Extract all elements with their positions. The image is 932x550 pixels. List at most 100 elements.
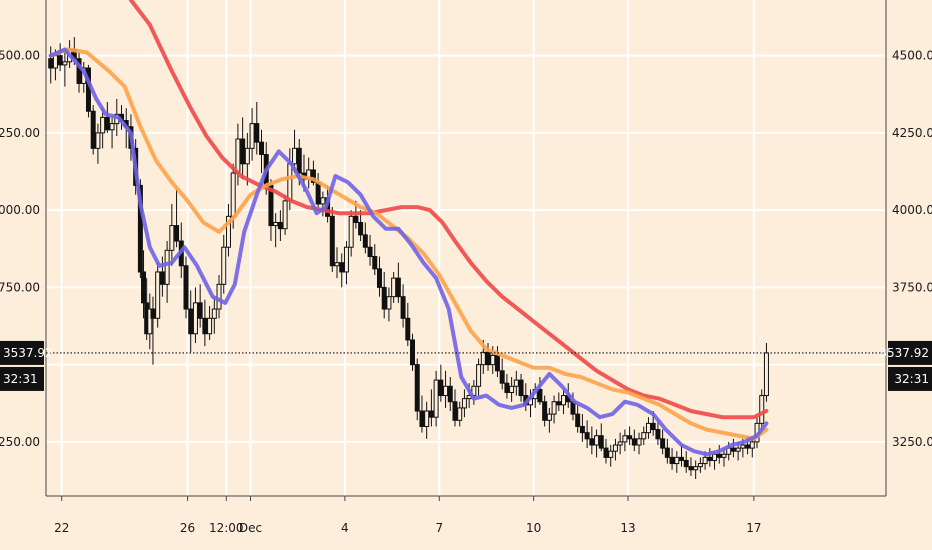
candle-body <box>683 459 689 468</box>
right-countdown-text: 32:31 <box>894 372 929 386</box>
candle-body <box>631 438 637 446</box>
candle-body <box>254 123 260 143</box>
candle <box>405 302 411 347</box>
candle <box>183 256 189 319</box>
candle <box>461 389 467 418</box>
y-tick-label: 4000.00 <box>892 203 932 217</box>
candle-body <box>693 466 699 471</box>
candle-body <box>159 271 165 285</box>
candle-body <box>109 123 115 131</box>
candle <box>202 299 208 347</box>
candle-body <box>579 425 585 434</box>
candle <box>561 389 567 415</box>
candle <box>447 377 453 412</box>
candle <box>749 438 755 458</box>
x-tick-label: 22 <box>54 521 69 535</box>
candle-body <box>735 447 741 452</box>
candle-body <box>712 453 718 461</box>
candle-body <box>627 435 633 440</box>
candle <box>174 188 180 248</box>
candle-body <box>669 456 675 465</box>
candle <box>192 287 198 344</box>
candle-body <box>90 110 96 149</box>
candle <box>273 213 279 248</box>
right-price-badge-text: 3537.92 <box>879 346 929 360</box>
candle <box>362 222 368 254</box>
y-tick-label: 4500.00 <box>0 49 40 63</box>
candle <box>476 358 482 396</box>
y-axis-left[interactable]: 4500.00 4250.00 4000.00 3750.00 3250.00 <box>0 49 40 449</box>
candle-body <box>249 123 255 149</box>
candle-body <box>104 116 110 131</box>
candle-body <box>164 249 170 285</box>
candle-body <box>100 116 106 134</box>
candle <box>419 395 425 433</box>
candle-body <box>150 308 156 319</box>
candle <box>197 284 203 328</box>
candle <box>109 117 115 149</box>
candle <box>410 333 416 371</box>
candle-body <box>476 364 482 387</box>
y-tick-label: 4250.00 <box>0 126 40 140</box>
candle-body <box>598 435 604 449</box>
y-axis-right[interactable]: 4500.00 4250.00 4000.00 3750.00 3250.00 <box>892 49 932 449</box>
candle-body <box>395 277 401 298</box>
candle-body <box>155 271 161 319</box>
price-badges: 3537.92 32:31 3537.92 32:31 <box>0 340 932 391</box>
candle-body <box>207 317 213 335</box>
candle <box>537 377 543 405</box>
candle-body <box>405 317 411 341</box>
candle <box>509 377 515 402</box>
candle-body <box>641 432 647 440</box>
candle-body <box>688 466 694 471</box>
candle-body <box>674 456 680 465</box>
candle <box>381 271 387 319</box>
candle <box>334 247 340 279</box>
candle <box>622 429 628 452</box>
candle <box>716 445 722 464</box>
candle <box>329 207 335 272</box>
x-tick-label: 26 <box>180 521 195 535</box>
candle <box>400 284 406 328</box>
x-tick-label: 7 <box>435 521 443 535</box>
candle <box>90 105 96 155</box>
candle-body <box>763 352 769 397</box>
candle-body <box>315 181 321 205</box>
candle-body <box>362 234 368 248</box>
candle-body <box>551 401 557 415</box>
y-tick-label: 4500.00 <box>892 49 932 63</box>
candle-body <box>188 308 194 335</box>
candle-body <box>329 215 335 267</box>
candle-body <box>372 255 378 270</box>
candle <box>339 253 345 288</box>
candle <box>452 389 458 427</box>
y-tick-label: 3250.00 <box>892 435 932 449</box>
candle-body <box>594 435 600 446</box>
candle <box>57 43 63 72</box>
candle <box>763 343 769 402</box>
candle-body <box>707 456 713 461</box>
candle-body <box>221 246 227 285</box>
candle-body <box>192 302 198 335</box>
candle-body <box>494 354 500 372</box>
candle-body <box>457 407 463 421</box>
candle-body <box>292 147 298 165</box>
candle <box>150 296 156 365</box>
moving-averages <box>48 0 769 457</box>
candle-body <box>95 132 101 149</box>
ma-mid-line <box>48 47 769 441</box>
candle-body <box>225 215 231 248</box>
candle-body <box>518 379 524 397</box>
candle <box>594 429 600 458</box>
left-countdown-badge <box>0 366 44 391</box>
candle <box>372 244 378 276</box>
candle-body <box>759 395 765 424</box>
candle <box>631 429 637 452</box>
candle <box>424 401 430 439</box>
candle <box>259 129 265 174</box>
candle-body <box>461 398 467 409</box>
candle-body <box>716 453 722 458</box>
candle <box>254 101 260 155</box>
